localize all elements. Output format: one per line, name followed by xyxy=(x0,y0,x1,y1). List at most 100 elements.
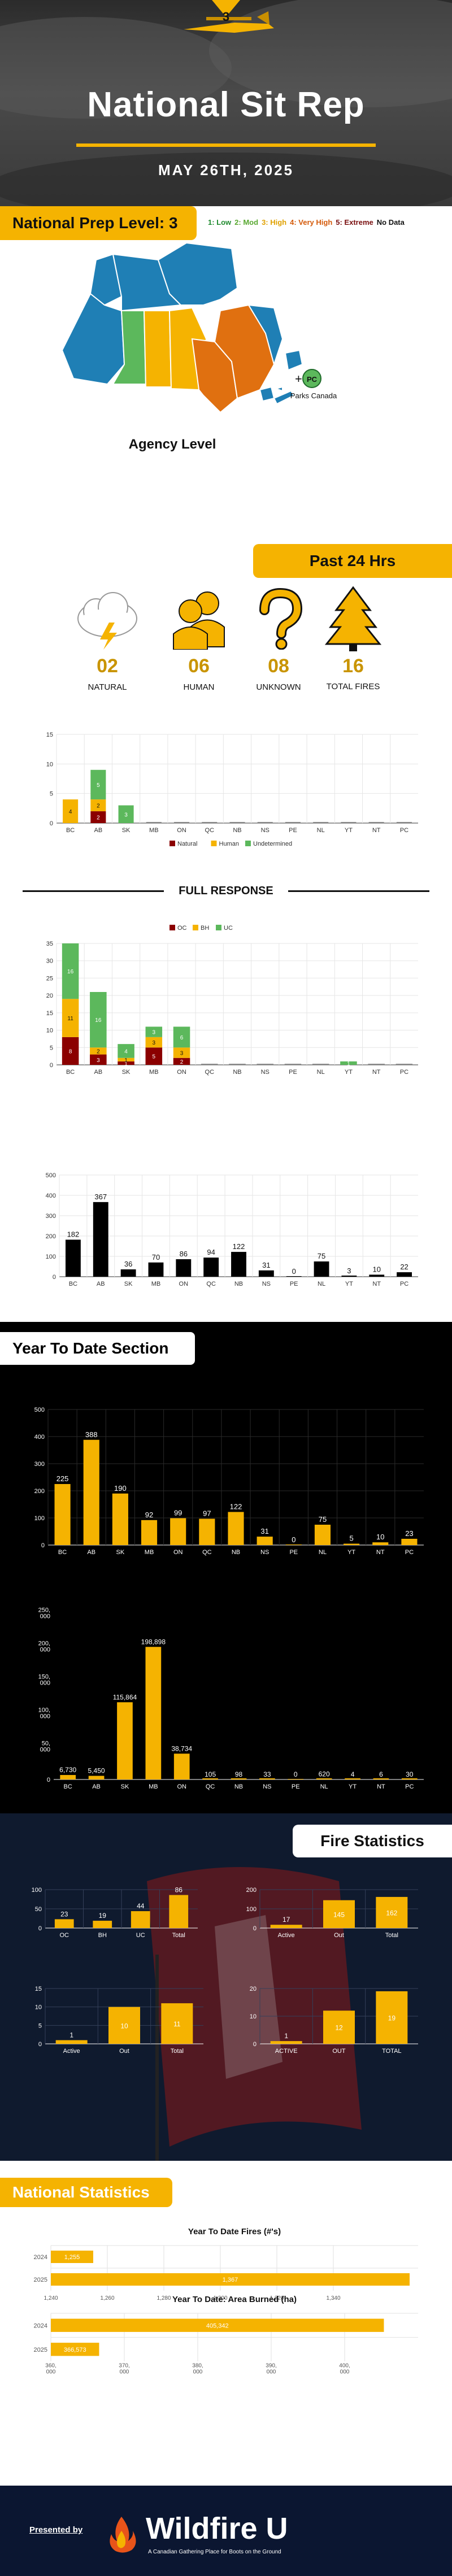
bar xyxy=(369,1274,385,1277)
y-tick-label: 000 xyxy=(40,1647,50,1653)
bar xyxy=(231,1778,247,1779)
data-label: 122 xyxy=(230,1502,242,1511)
bar xyxy=(257,1537,273,1545)
x-tick-label: NS xyxy=(260,1549,269,1556)
y-tick-label: 100 xyxy=(34,1515,45,1522)
stat-value: 06 xyxy=(188,655,210,677)
data-label: 44 xyxy=(137,1902,145,1910)
data-label: 23 xyxy=(60,1910,68,1918)
fire-statistics-label: Fire Statistics xyxy=(293,1825,452,1857)
x-tick-label: 000 xyxy=(46,2369,56,2375)
bar-zero xyxy=(368,822,384,823)
data-label: 182 xyxy=(67,1230,80,1238)
legend-label: UC xyxy=(224,925,233,932)
parks-canada-label: Parks Canada xyxy=(290,391,337,400)
data-label: 5 xyxy=(153,1054,156,1060)
bar xyxy=(270,2041,302,2044)
bar xyxy=(270,1925,302,1928)
bar-human xyxy=(63,799,79,823)
x-tick-label: 000 xyxy=(340,2369,350,2375)
prep-legend-item: 4: Very High xyxy=(290,218,333,227)
data-label: 5 xyxy=(97,782,100,789)
y-tick-label: 0 xyxy=(53,1274,56,1281)
data-label: 2 xyxy=(97,803,100,810)
data-label: 1,367 xyxy=(223,2277,238,2283)
ytd-label: Year To Date Section xyxy=(0,1332,195,1365)
x-tick-label: 1,240 xyxy=(44,2295,58,2301)
x-tick-label: NT xyxy=(376,1549,385,1556)
data-label: 6,730 xyxy=(59,1766,76,1774)
bar-zero xyxy=(368,1064,385,1065)
x-tick-label: ACTIVE xyxy=(275,2048,298,2055)
data-label: 23 xyxy=(405,1529,413,1538)
x-tick-label: OUT xyxy=(332,2048,346,2055)
data-label: 86 xyxy=(180,1250,188,1258)
x-tick-label: AB xyxy=(94,827,103,834)
y-tick-label: 0 xyxy=(47,1777,50,1783)
prep-legend-item: 5: Extreme xyxy=(336,218,373,227)
brand-name: Wildfire U xyxy=(146,2512,288,2545)
bar-uc xyxy=(118,1044,134,1058)
bar xyxy=(231,1252,246,1277)
x-tick-label: MB xyxy=(145,1549,154,1556)
x-tick-label: YT xyxy=(345,827,353,834)
x-tick-label: QC xyxy=(205,827,215,834)
x-tick-label: YT xyxy=(347,1549,355,1556)
chart-ytd-area-burned: Year To Date: Area Burned (ha)360,000370… xyxy=(34,2295,418,2375)
data-label: 22 xyxy=(400,1263,408,1271)
data-label: 3 xyxy=(180,1051,184,1057)
bar xyxy=(108,2007,140,2044)
data-label: 16 xyxy=(95,1017,102,1024)
data-label: 122 xyxy=(233,1242,245,1251)
x-tick-label: QC xyxy=(205,1069,215,1076)
x-tick-label: MB xyxy=(149,1069,159,1076)
x-tick-label: MB xyxy=(149,1783,158,1790)
data-label: 3 xyxy=(347,1267,351,1275)
bar xyxy=(314,1261,329,1277)
ytd-section xyxy=(0,1322,452,1813)
data-label: 3 xyxy=(97,1058,100,1064)
bar xyxy=(376,1896,408,1928)
y-tick-label: 5 xyxy=(50,791,53,798)
y-tick-label: 20 xyxy=(250,1986,257,1992)
data-label: 5,450 xyxy=(88,1767,105,1775)
question-mark-icon xyxy=(259,588,303,650)
chart-prescribed-fires: 0 10 20 ACTIVE 1 OUT 12 TOTAL 19 xyxy=(250,1986,418,2055)
x-tick-label: PE xyxy=(289,1549,298,1556)
bar xyxy=(112,1493,128,1545)
data-label: 3 xyxy=(153,1040,156,1046)
bar-undetermined xyxy=(90,769,106,800)
chart-title: Year To Date Fires (#'s) xyxy=(188,2227,281,2236)
chart-total-hectares: 050,000100,000150,000200,000250,000BC6,7… xyxy=(38,1607,424,1790)
bar xyxy=(401,1538,418,1545)
data-label: 105 xyxy=(205,1770,216,1778)
bar-zero xyxy=(174,822,190,823)
y-tick-label: 000 xyxy=(40,1680,50,1687)
x-tick-label: OC xyxy=(60,1932,69,1939)
bar xyxy=(131,1911,150,1928)
canada-map: + PC Parks Canada Agency Level xyxy=(61,243,337,452)
bar-zero xyxy=(396,822,412,823)
x-tick-label: 400, xyxy=(339,2363,350,2369)
x-tick-label: NT xyxy=(372,827,381,834)
y-tick-label: 100 xyxy=(246,1906,257,1913)
data-label: 31 xyxy=(262,1261,270,1269)
x-tick-label: PC xyxy=(405,1783,414,1790)
x-tick-label: Out xyxy=(334,1932,344,1939)
bar-bh xyxy=(90,1047,107,1055)
y-tick-label: 100 xyxy=(46,1254,56,1260)
x-tick-label: 1,280 xyxy=(157,2295,171,2301)
y-tick-label: 500 xyxy=(34,1407,45,1413)
y-tick-label: 300 xyxy=(34,1461,45,1468)
bar-uc xyxy=(62,943,79,999)
bar-bh xyxy=(145,1037,163,1048)
prep-legend-item: 3: High xyxy=(262,218,287,227)
x-tick-label: 380, xyxy=(192,2363,203,2369)
x-tick-label: NL xyxy=(317,1069,325,1076)
bar-oc xyxy=(145,1047,163,1065)
data-label: 17 xyxy=(282,1916,290,1924)
y-tick-label: 0 xyxy=(41,1542,45,1549)
bar-zero xyxy=(257,1064,273,1065)
chart-modified-response: 0 100 200 Active 17 Out 145 Total 162 xyxy=(246,1887,418,1939)
bar-uc xyxy=(90,992,107,1048)
